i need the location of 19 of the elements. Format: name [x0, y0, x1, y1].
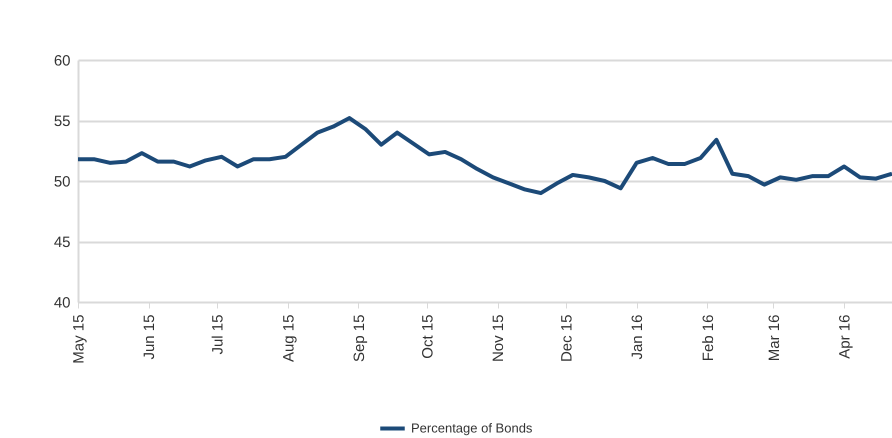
x-tick-label: May 15 [70, 314, 88, 364]
x-tick-label: Mar 16 [766, 314, 783, 362]
x-tick-label: Apr 16 [836, 314, 854, 359]
x-tick-label: Jun 15 [141, 314, 158, 360]
y-tick-label: 50 [54, 174, 70, 190]
x-tick-label: Nov 15 [490, 314, 508, 362]
y-tick-label: 60 [54, 52, 70, 70]
x-tick-label: Aug 15 [280, 314, 298, 362]
y-tick-label: 45 [54, 234, 70, 251]
x-tick-label: Jan 16 [629, 314, 646, 360]
legend-label: Percentage of Bonds [411, 420, 533, 436]
line-series [76, 116, 892, 196]
x-tick-label: Oct 15 [419, 314, 436, 359]
x-tick-label: Sep 15 [350, 314, 368, 362]
y-tick-label: 40 [54, 294, 70, 312]
x-tick-label: Dec 15 [558, 314, 576, 362]
x-tick-label: Jul 15 [210, 314, 227, 355]
x-tick-label: Feb 16 [700, 314, 717, 362]
y-tick-label: 55 [54, 113, 70, 130]
